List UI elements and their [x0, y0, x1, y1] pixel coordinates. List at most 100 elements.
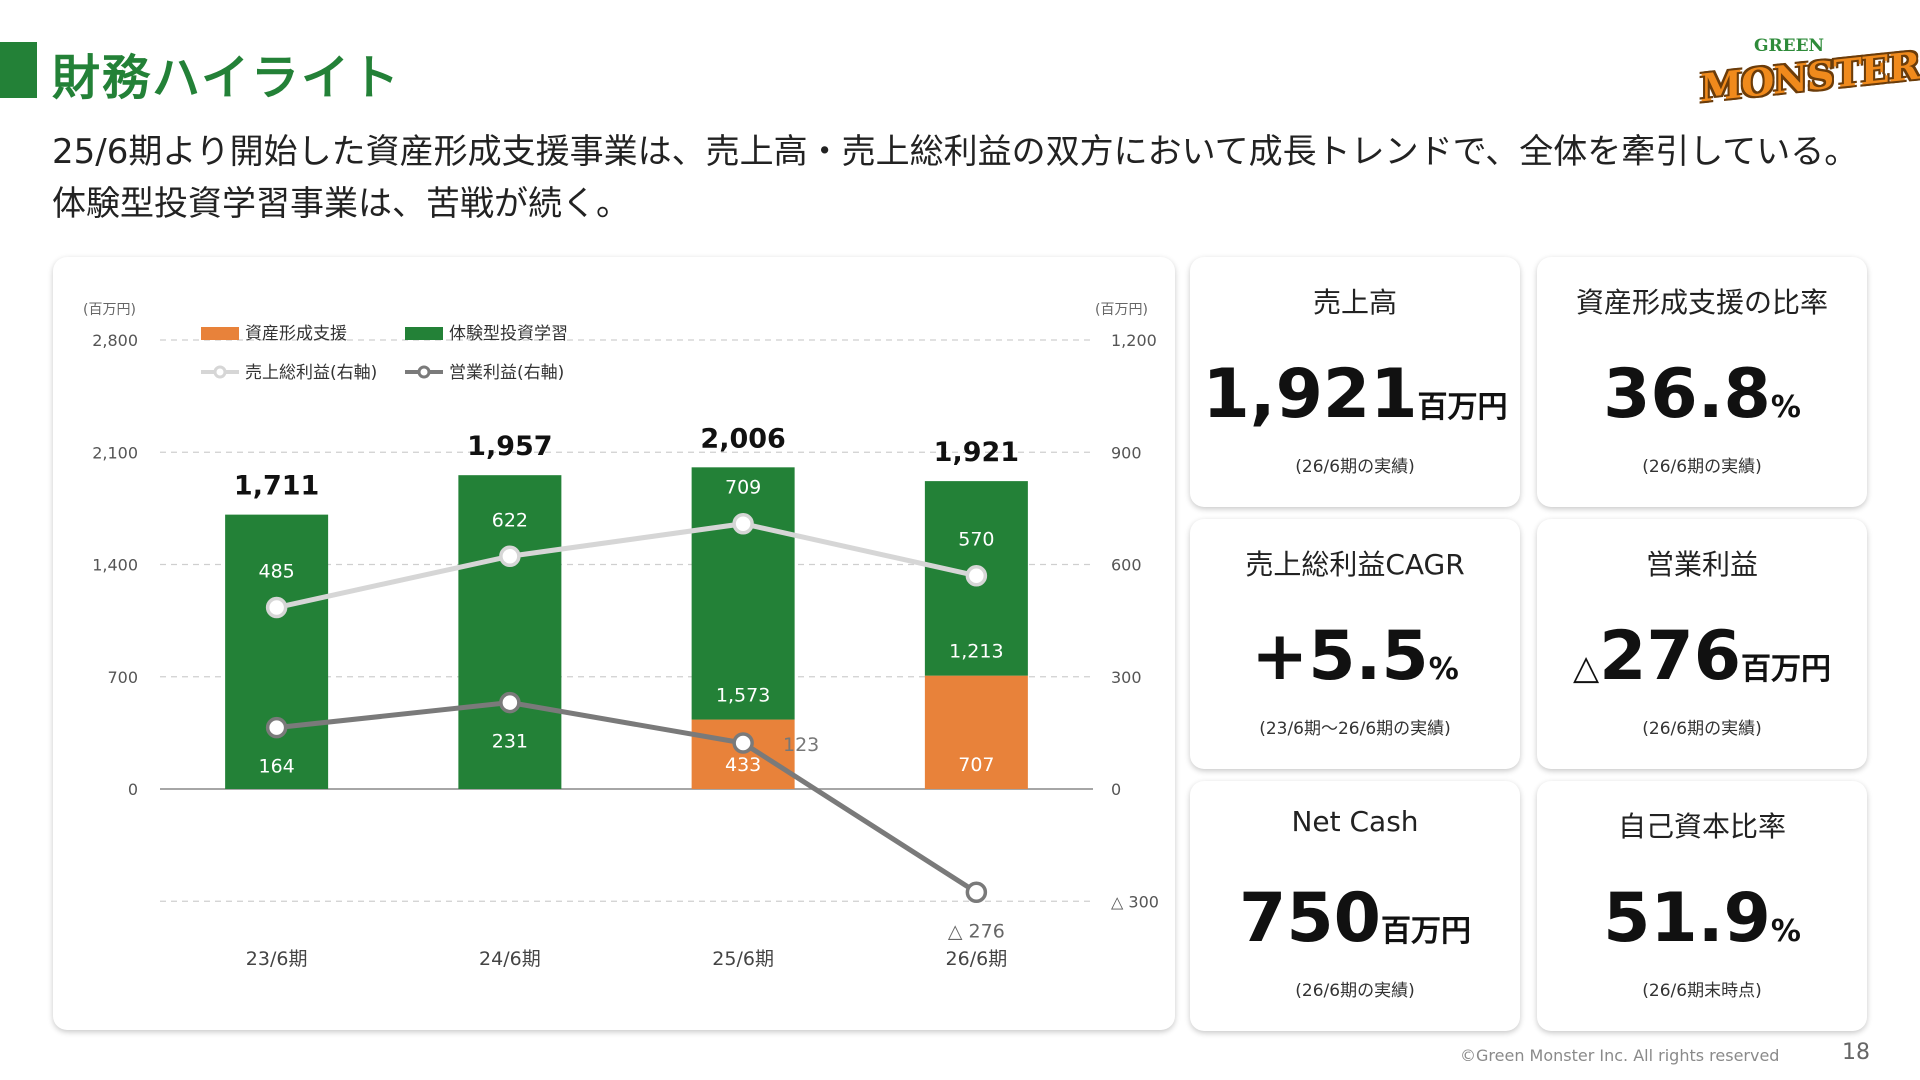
kpi-note: (26/6期の実績) — [1642, 719, 1762, 739]
kpi-card-operating-profit: 営業利益 △276百万円 (26/6期の実績) — [1537, 519, 1867, 769]
kpi-unit: % — [1770, 914, 1801, 949]
page-title: 財務ハイライト — [52, 50, 402, 106]
series-line — [276, 700, 978, 895]
series-point — [732, 732, 754, 754]
series-point — [965, 564, 988, 587]
legend-label: 営業利益(右軸) — [449, 363, 564, 383]
line-data-label: 164 — [258, 756, 294, 778]
legend-swatch — [405, 327, 443, 340]
bar-segment — [458, 475, 562, 789]
right-axis-tick-label: 900 — [1111, 443, 1142, 462]
series-point — [499, 545, 521, 568]
kpi-unit: % — [1428, 652, 1459, 687]
left-axis-tick-label: 1,400 — [92, 556, 138, 575]
kpi-unit: % — [1770, 390, 1801, 425]
series-line — [276, 521, 977, 610]
bar-segment — [924, 675, 1028, 789]
x-axis-tick-label: 23/6期 — [246, 948, 308, 970]
right-axis-tick-label: △ 300 — [1111, 892, 1159, 911]
kpi-unit: 百万円 — [1741, 652, 1832, 687]
title-accent-bar — [0, 42, 37, 98]
kpi-label: 自己資本比率 — [1617, 810, 1786, 843]
line-data-label: 709 — [725, 477, 761, 499]
legend-marker — [417, 365, 431, 379]
left-axis-tick-label: 2,100 — [92, 443, 138, 462]
x-axis-tick-label: 24/6期 — [479, 948, 541, 970]
line-data-label: 622 — [492, 509, 528, 531]
kpi-label: 営業利益 — [1645, 548, 1758, 581]
bar-total-label: 1,711 — [234, 471, 319, 502]
legend-marker — [213, 365, 227, 379]
bar-data-label: 707 — [958, 754, 994, 776]
kpi-note: (26/6期の実績) — [1295, 457, 1415, 477]
kpi-unit: 百万円 — [1417, 390, 1508, 425]
series-point — [499, 691, 521, 714]
legend-label: 売上総利益(右軸) — [245, 363, 377, 383]
kpi-value-row: +5.5% — [1190, 617, 1520, 696]
right-axis-tick-label: 0 — [1111, 780, 1121, 799]
right-axis-tick-label: 300 — [1111, 668, 1142, 687]
series-point — [732, 512, 754, 535]
kpi-value: 36.8 — [1603, 355, 1771, 434]
bar-total-label: 1,921 — [934, 437, 1019, 468]
kpi-label: 売上高 — [1312, 286, 1397, 319]
bar-total-label: 2,006 — [700, 423, 785, 454]
kpi-card-asset-ratio: 資産形成支援の比率 36.8% (26/6期の実績) — [1537, 257, 1867, 507]
kpi-note: (23/6期～26/6期の実績) — [1259, 719, 1451, 739]
left-axis-unit: (百万円) — [83, 302, 136, 318]
kpi-prefix: △ — [1572, 648, 1600, 688]
company-logo: GREEN MONSTER — [1700, 36, 1919, 111]
logo-text-small: GREEN — [1754, 36, 1825, 56]
kpi-value: 276 — [1599, 617, 1742, 696]
kpi-value-row: 1,921百万円 — [1190, 355, 1520, 434]
series-point — [265, 716, 288, 739]
kpi-label: 売上総利益CAGR — [1245, 548, 1465, 581]
chart-panel: △ 300 0 300 600 900 1,200 0 700 1,400 2,100 2,800 (… — [53, 257, 1175, 1030]
kpi-value-row: △276百万円 — [1537, 617, 1867, 696]
bar-segment — [225, 514, 329, 789]
x-axis-tick-label: 25/6期 — [712, 948, 774, 970]
kpi-card-equity-ratio: 自己資本比率 51.9% (26/6期末時点) — [1537, 781, 1867, 1031]
kpi-value-row: 51.9% — [1537, 879, 1867, 958]
line-data-label: 123 — [783, 734, 819, 756]
right-axis-unit: (百万円) — [1095, 302, 1148, 318]
legend-swatch — [201, 327, 239, 340]
kpi-card-revenue: 売上高 1,921百万円 (26/6期の実績) — [1190, 257, 1520, 507]
bar-total-label: 1,957 — [467, 431, 552, 462]
legend-label: 体験型投資学習 — [449, 324, 568, 344]
series-point — [965, 881, 988, 904]
bar-segment — [691, 467, 795, 720]
page-number: 18 — [1842, 1040, 1870, 1065]
kpi-value-row: 36.8% — [1537, 355, 1867, 434]
kpi-note: (26/6期末時点) — [1642, 981, 1762, 1001]
kpi-value: 1,921 — [1202, 355, 1418, 434]
left-axis-tick-label: 0 — [128, 780, 138, 799]
bar-segment — [691, 719, 795, 789]
right-axis-tick-label: 600 — [1111, 556, 1142, 575]
copyright: ©Green Monster Inc. All rights reserved — [1460, 1046, 1780, 1065]
kpi-note: (26/6期の実績) — [1295, 981, 1415, 1001]
series-point — [265, 596, 288, 619]
left-axis-tick-label: 700 — [107, 668, 138, 687]
bar-data-label: 1,573 — [716, 685, 770, 707]
kpi-unit: 百万円 — [1380, 914, 1471, 949]
kpi-label: Net Cash — [1291, 805, 1419, 838]
bar-data-label: 433 — [725, 754, 761, 776]
kpi-card-net-cash: Net Cash 750百万円 (26/6期の実績) — [1190, 781, 1520, 1031]
kpi-value-row: 750百万円 — [1190, 879, 1520, 958]
line-data-label: △ 276 — [948, 920, 1005, 942]
kpi-value: +5.5 — [1251, 617, 1429, 696]
kpi-value: 750 — [1239, 879, 1381, 958]
line-data-label: 570 — [958, 529, 994, 551]
line-data-label: 485 — [258, 561, 294, 583]
financial-chart: △ 300 0 300 600 900 1,200 0 700 1,400 2,100 2,800 (… — [83, 302, 1159, 970]
right-axis-tick-label: 1,200 — [1111, 331, 1157, 350]
left-axis-tick-label: 2,800 — [92, 331, 138, 350]
legend-label: 資産形成支援 — [245, 324, 347, 344]
kpi-label: 資産形成支援の比率 — [1575, 286, 1828, 319]
line-data-label: 231 — [492, 731, 528, 753]
x-axis-tick-label: 26/6期 — [946, 948, 1008, 970]
kpi-value: 51.9 — [1603, 879, 1771, 958]
kpi-card-gross-cagr: 売上総利益CAGR +5.5% (23/6期～26/6期の実績) — [1190, 519, 1520, 769]
lead-text: 25/6期より開始した資産形成支援事業は、売上高・売上総利益の双方において成長ト… — [52, 132, 1859, 224]
